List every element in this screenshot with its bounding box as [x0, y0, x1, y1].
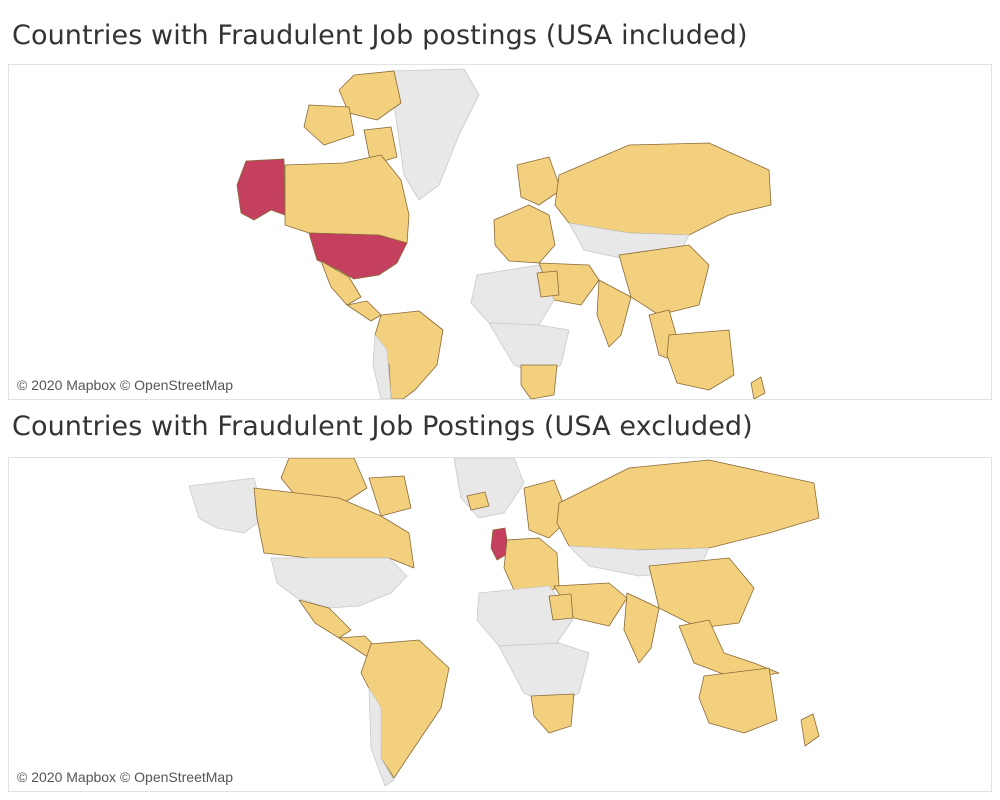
world-map-usa-excluded	[188, 458, 820, 787]
map-usa-excluded[interactable]: © 2020 Mapbox © OpenStreetMap	[8, 457, 992, 792]
india[interactable]	[623, 592, 660, 664]
russia[interactable]	[556, 459, 820, 551]
united-states[interactable]	[308, 232, 408, 280]
united-states[interactable]	[270, 557, 408, 609]
alaska[interactable]	[188, 477, 265, 534]
egypt[interactable]	[536, 270, 560, 298]
map-title-usa-included: Countries with Fraudulent Job postings (…	[12, 20, 748, 51]
western-europe[interactable]	[493, 204, 556, 264]
map-title-usa-excluded: Countries with Fraudulent Job Postings (…	[12, 411, 753, 442]
united-kingdom[interactable]	[490, 527, 510, 561]
greenland[interactable]	[453, 458, 525, 519]
greenland[interactable]	[388, 68, 480, 201]
china[interactable]	[648, 557, 755, 629]
scandinavia[interactable]	[516, 156, 562, 206]
egypt[interactable]	[548, 593, 574, 621]
australia[interactable]	[698, 667, 778, 734]
central-africa[interactable]	[498, 642, 590, 707]
china[interactable]	[618, 244, 710, 316]
world-map-usa-included	[236, 68, 772, 399]
mexico[interactable]	[320, 260, 362, 306]
mexico[interactable]	[298, 599, 352, 639]
southern-africa[interactable]	[520, 364, 558, 399]
canada[interactable]	[284, 154, 410, 244]
new-zealand[interactable]	[800, 713, 820, 747]
southern-africa[interactable]	[530, 693, 575, 734]
alaska[interactable]	[236, 158, 286, 221]
chile-patagonia[interactable]	[368, 687, 395, 787]
central-america[interactable]	[346, 300, 382, 322]
central-africa[interactable]	[488, 322, 570, 376]
russia[interactable]	[554, 142, 772, 236]
map-attribution: © 2020 Mapbox © OpenStreetMap	[17, 769, 233, 785]
canada[interactable]	[253, 487, 415, 569]
map-usa-included[interactable]: © 2020 Mapbox © OpenStreetMap	[8, 64, 992, 400]
new-zealand[interactable]	[750, 376, 766, 399]
canadian-arctic-islands[interactable]	[303, 70, 402, 166]
india[interactable]	[596, 279, 632, 348]
chile-peru-coast[interactable]	[372, 334, 392, 399]
map-attribution: © 2020 Mapbox © OpenStreetMap	[17, 377, 233, 393]
iceland[interactable]	[466, 491, 490, 511]
australia[interactable]	[666, 329, 735, 391]
